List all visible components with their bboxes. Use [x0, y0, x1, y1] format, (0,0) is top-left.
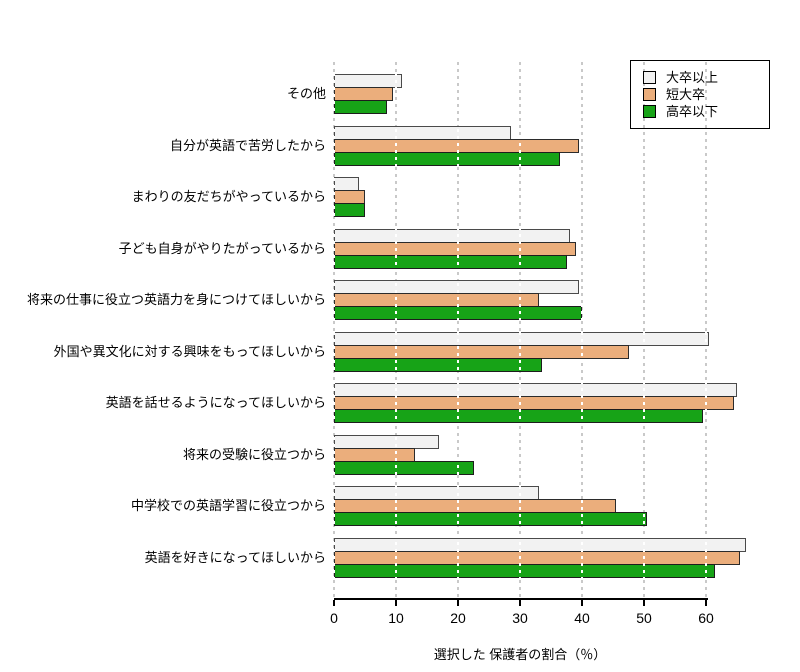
bar [334, 409, 703, 423]
gridline-overlay [395, 55, 397, 598]
category-label: 子ども自身がやりたがっているから [118, 240, 326, 256]
gridline [705, 55, 707, 598]
bar [334, 331, 710, 346]
axis-tick [581, 600, 583, 606]
bar [334, 434, 440, 449]
category-label: 英語を話せるようになってほしいから [105, 395, 326, 410]
bar [334, 460, 474, 475]
legend-item: 高卒以下 [643, 104, 759, 119]
bar [334, 190, 365, 204]
bar [334, 74, 403, 88]
bar [334, 254, 567, 269]
category-label: 将来の仕事に役立つ英語力を身につけてほしいから [26, 292, 326, 307]
legend-swatch [643, 71, 656, 84]
bar [334, 512, 648, 526]
bar [334, 486, 539, 500]
gridline [581, 55, 583, 598]
gridline-overlay [457, 55, 459, 598]
bar [334, 100, 387, 114]
bar [334, 203, 365, 217]
bar [334, 306, 582, 320]
bar [334, 125, 511, 140]
category-label: 外国や異文化に対する興味をもってほしいから [53, 343, 326, 359]
legend-swatch [643, 88, 656, 101]
bar [334, 87, 393, 101]
axis-line [334, 598, 708, 600]
bar [334, 396, 734, 410]
category-label: 将来の受験に役立つから [182, 446, 326, 462]
axis-tick [457, 600, 459, 606]
legend-item: 大卒以上 [643, 70, 759, 85]
bar [334, 537, 747, 552]
axis-tick-label: 30 [512, 610, 528, 626]
bar [334, 499, 617, 513]
axis-tick-label: 20 [450, 610, 466, 626]
gridline [643, 55, 645, 598]
bar [334, 280, 579, 294]
gridline-overlay [581, 55, 583, 598]
bar [334, 138, 579, 153]
legend: 大卒以上短大卒高卒以下 [630, 60, 770, 129]
bar [334, 228, 570, 243]
legend-label: 短大卒 [666, 87, 706, 102]
gridline [333, 55, 335, 598]
legend-swatch [643, 105, 656, 118]
legend-label: 高卒以下 [666, 104, 719, 119]
bar [334, 563, 716, 578]
axis-tick [395, 600, 397, 606]
bar [334, 241, 576, 256]
axis-tick-label: 0 [330, 610, 338, 626]
axis-tick [705, 600, 707, 606]
gridline-overlay [705, 55, 707, 598]
bar [334, 151, 561, 166]
category-label: まわりの友だちがやっているから [131, 189, 326, 204]
axis-tick [643, 600, 645, 606]
axis-tick-label: 10 [388, 610, 404, 626]
gridline-overlay [333, 55, 335, 598]
bar [334, 383, 737, 397]
legend-item: 短大卒 [643, 87, 759, 102]
category-label: その他 [286, 86, 326, 101]
bar [334, 293, 539, 307]
axis-tick-label: 60 [698, 610, 714, 626]
bar [334, 550, 741, 565]
x-axis-title: 選択した 保護者の割合（％） [433, 647, 607, 662]
axis-tick-label: 50 [636, 610, 652, 626]
bar [334, 357, 542, 372]
axis-tick [519, 600, 521, 606]
gridline [395, 55, 397, 598]
legend-label: 大卒以上 [666, 70, 719, 85]
gridline-overlay [519, 55, 521, 598]
bar [334, 344, 629, 359]
bar [334, 447, 415, 462]
category-label: 自分が英語で苦労したから [169, 137, 326, 153]
category-label: 英語を好きになってほしいから [144, 549, 326, 565]
bar [334, 177, 359, 191]
axis-tick [333, 600, 335, 606]
gridline-overlay [643, 55, 645, 598]
gridline [457, 55, 459, 598]
axis-tick-label: 40 [574, 610, 590, 626]
gridline [519, 55, 521, 598]
category-label: 中学校での英語学習に役立つから [130, 498, 326, 513]
